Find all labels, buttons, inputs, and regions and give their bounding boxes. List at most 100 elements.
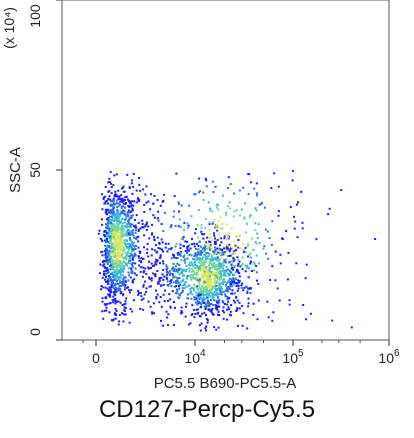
event-point (182, 236, 185, 239)
event-point (223, 278, 225, 281)
event-point (120, 247, 122, 250)
event-point (232, 277, 235, 280)
event-point (110, 278, 112, 281)
event-point (220, 256, 223, 259)
event-point (217, 264, 220, 267)
event-point (199, 306, 202, 309)
event-point (238, 301, 241, 304)
event-point (211, 239, 214, 242)
event-point (133, 252, 136, 255)
event-point (178, 264, 181, 267)
event-point (309, 312, 312, 315)
event-point (256, 194, 258, 197)
event-point (107, 198, 110, 201)
event-point (104, 186, 107, 188)
event-point (124, 225, 127, 228)
event-point (189, 276, 192, 279)
event-point (216, 247, 219, 250)
event-point (107, 234, 110, 237)
event-point (241, 282, 244, 285)
event-point (116, 287, 119, 290)
event-point (177, 269, 179, 272)
event-point (178, 287, 181, 290)
event-point (217, 260, 220, 263)
event-point (123, 232, 126, 235)
event-point (217, 249, 220, 252)
event-point (131, 250, 134, 252)
event-point (147, 300, 150, 303)
event-point (184, 261, 187, 264)
event-point (177, 267, 180, 270)
event-point (173, 301, 175, 303)
event-point (98, 229, 101, 232)
event-point (129, 205, 132, 208)
event-point (180, 306, 183, 309)
event-point (234, 292, 236, 295)
event-point (164, 246, 167, 249)
event-point (116, 243, 119, 246)
event-point (104, 200, 107, 203)
event-point (115, 254, 118, 257)
event-point (243, 216, 246, 219)
event-point (117, 278, 120, 281)
event-point (127, 286, 129, 289)
event-point (124, 307, 127, 310)
event-point (115, 225, 118, 228)
event-point (128, 321, 131, 324)
event-point (224, 274, 227, 277)
event-point (215, 284, 218, 287)
event-point (128, 221, 131, 224)
event-point (200, 290, 203, 293)
event-point (205, 290, 208, 293)
event-point (225, 247, 228, 250)
event-point (209, 258, 212, 261)
event-point (117, 242, 120, 245)
event-point (235, 282, 238, 284)
event-point (108, 219, 111, 222)
event-point (129, 201, 132, 204)
event-point (206, 297, 209, 300)
event-point (118, 255, 121, 258)
event-point (178, 281, 181, 284)
event-point (112, 245, 115, 248)
event-point (194, 228, 197, 231)
event-point (170, 257, 173, 260)
event-point (212, 221, 215, 223)
event-point (112, 210, 115, 213)
event-point (199, 190, 202, 193)
event-point (103, 265, 106, 268)
event-point (192, 265, 195, 268)
event-point (198, 268, 201, 271)
event-point (115, 256, 118, 259)
event-point (225, 283, 227, 286)
event-point (154, 273, 157, 276)
event-point (158, 301, 161, 304)
event-point (212, 257, 215, 260)
event-point (175, 270, 178, 273)
event-point (186, 247, 189, 250)
event-point (142, 271, 145, 274)
event-point (194, 252, 197, 255)
event-point (105, 297, 107, 300)
event-point (204, 308, 207, 311)
event-point (249, 181, 252, 184)
event-point (228, 274, 231, 277)
event-point (114, 193, 117, 196)
event-point (194, 232, 197, 235)
event-point (113, 269, 116, 272)
event-point (150, 267, 152, 269)
event-point (220, 286, 223, 289)
event-point (234, 271, 237, 274)
event-point (123, 212, 126, 215)
event-point (112, 203, 115, 205)
event-point (119, 214, 121, 217)
event-point (111, 319, 114, 322)
event-point (151, 265, 154, 267)
event-point (101, 240, 104, 242)
event-point (204, 306, 207, 309)
event-point (109, 301, 112, 304)
event-point (186, 245, 189, 248)
event-point (225, 211, 228, 214)
event-point (112, 214, 115, 217)
event-point (244, 246, 247, 249)
